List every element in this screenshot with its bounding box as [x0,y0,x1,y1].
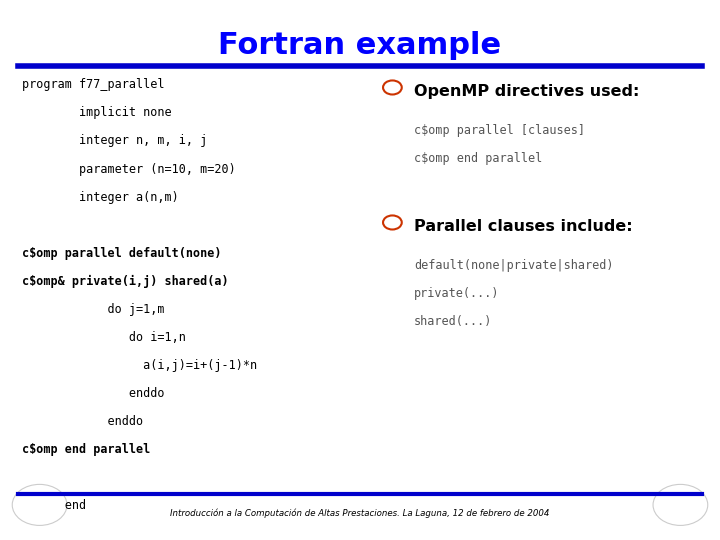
Text: end: end [22,500,86,512]
Text: a(i,j)=i+(j-1)*n: a(i,j)=i+(j-1)*n [22,359,257,372]
Text: private(...): private(...) [414,287,500,300]
Text: Introducción a la Computación de Altas Prestaciones. La Laguna, 12 de febrero de: Introducción a la Computación de Altas P… [171,508,549,518]
Text: integer n, m, i, j: integer n, m, i, j [22,134,207,147]
Text: Parallel clauses include:: Parallel clauses include: [414,219,633,234]
Text: c$omp& private(i,j) shared(a): c$omp& private(i,j) shared(a) [22,275,228,288]
Text: do j=1,m: do j=1,m [22,303,164,316]
Text: Fortran example: Fortran example [218,31,502,60]
Text: do i=1,n: do i=1,n [22,331,186,344]
Text: default(none|private|shared): default(none|private|shared) [414,259,613,272]
Text: implicit none: implicit none [22,106,171,119]
Text: c$omp end parallel: c$omp end parallel [414,152,542,165]
Text: c$omp parallel default(none): c$omp parallel default(none) [22,247,221,260]
Text: shared(...): shared(...) [414,315,492,328]
Text: integer a(n,m): integer a(n,m) [22,191,179,204]
Text: program f77_parallel: program f77_parallel [22,78,164,91]
Text: OpenMP directives used:: OpenMP directives used: [414,84,639,99]
Text: c$omp end parallel: c$omp end parallel [22,443,150,456]
Text: enddo: enddo [22,415,143,428]
Text: enddo: enddo [22,387,164,400]
Text: parameter (n=10, m=20): parameter (n=10, m=20) [22,163,235,176]
Text: c$omp parallel [clauses]: c$omp parallel [clauses] [414,124,585,137]
